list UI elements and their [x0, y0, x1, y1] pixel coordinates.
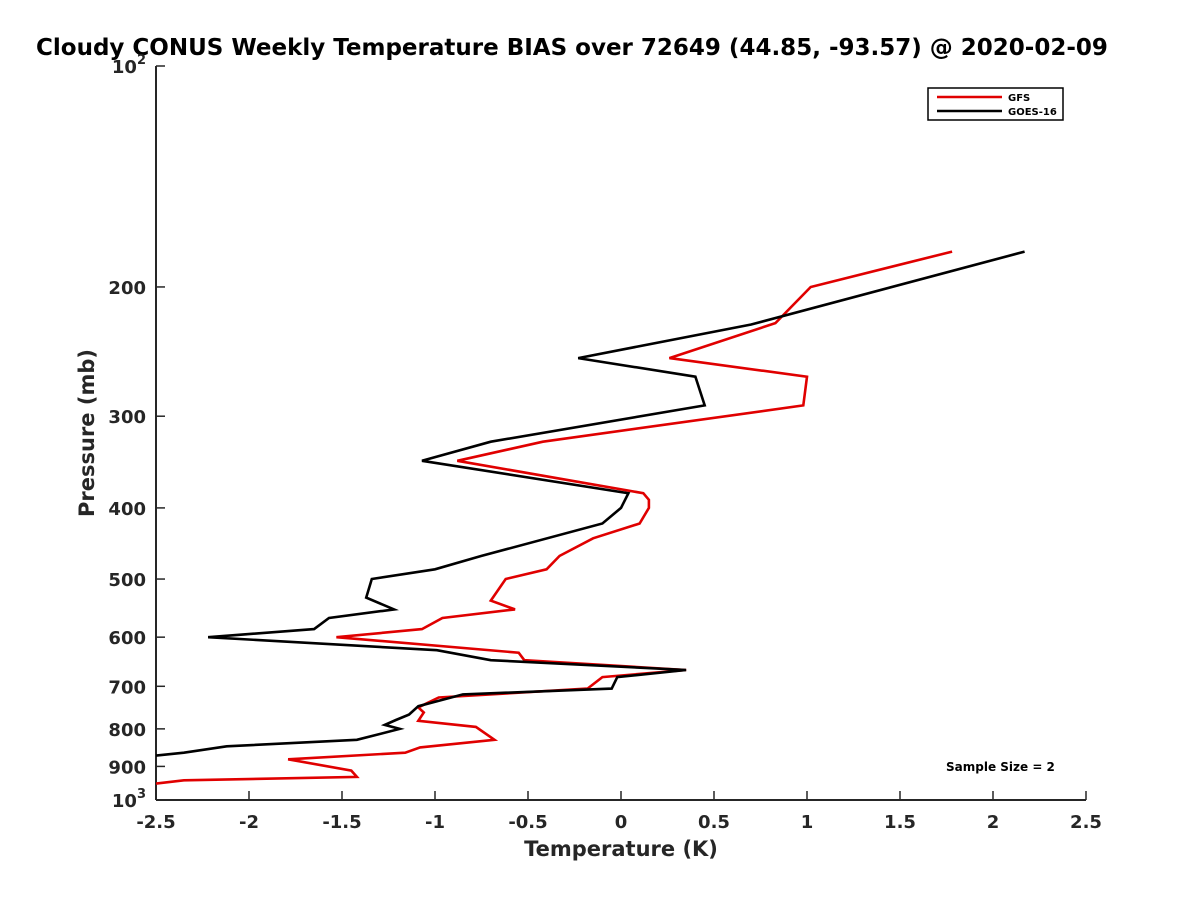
- y-tick-label: 400: [108, 499, 146, 520]
- sample-size-annotation: Sample Size = 2: [946, 760, 1055, 774]
- legend-label-goes-16: GOES-16: [1008, 107, 1057, 118]
- plot-area: [155, 66, 1086, 801]
- series-line-gfs: [156, 250, 953, 785]
- x-tick-label: -2: [239, 812, 259, 833]
- y-tick-label: 103: [112, 787, 146, 812]
- y-tick-label: 102: [112, 53, 146, 78]
- chart-title: Cloudy CONUS Weekly Temperature BIAS ove…: [36, 35, 1108, 61]
- x-tick-label: 0.5: [698, 812, 730, 833]
- y-tick-label: 700: [108, 677, 146, 698]
- x-tick-label: 1: [801, 812, 814, 833]
- y-ticks: 102 200 300 400 500 600 700 800 900 103: [108, 53, 165, 812]
- y-tick-label: 300: [108, 407, 146, 428]
- y-tick-label: 500: [108, 570, 146, 591]
- x-axis-label: Temperature (K): [524, 837, 718, 861]
- x-tick-label: 2: [987, 812, 1000, 833]
- x-tick-label: -2.5: [136, 812, 175, 833]
- y-tick-label: 200: [108, 278, 146, 299]
- y-tick-label: 600: [108, 628, 146, 649]
- x-ticks: -2.5 -2 -1.5 -1 -0.5 0 0.5 1 1.5 2 2.5: [136, 791, 1102, 833]
- x-tick-label: -0.5: [508, 812, 547, 833]
- y-axis-label: Pressure (mb): [75, 349, 99, 517]
- series-layer: [156, 250, 1025, 785]
- series-line-goes-16: [156, 250, 1025, 757]
- legend: GFS GOES-16: [927, 87, 1064, 121]
- y-tick-label: 900: [108, 757, 146, 778]
- y-tick-label: 800: [108, 720, 146, 741]
- x-tick-label: -1: [425, 812, 445, 833]
- x-tick-label: 0: [615, 812, 628, 833]
- x-tick-label: 2.5: [1070, 812, 1102, 833]
- legend-label-gfs: GFS: [1008, 93, 1030, 104]
- legend-box: [927, 87, 1064, 121]
- x-tick-label: -1.5: [322, 812, 361, 833]
- x-tick-label: 1.5: [884, 812, 916, 833]
